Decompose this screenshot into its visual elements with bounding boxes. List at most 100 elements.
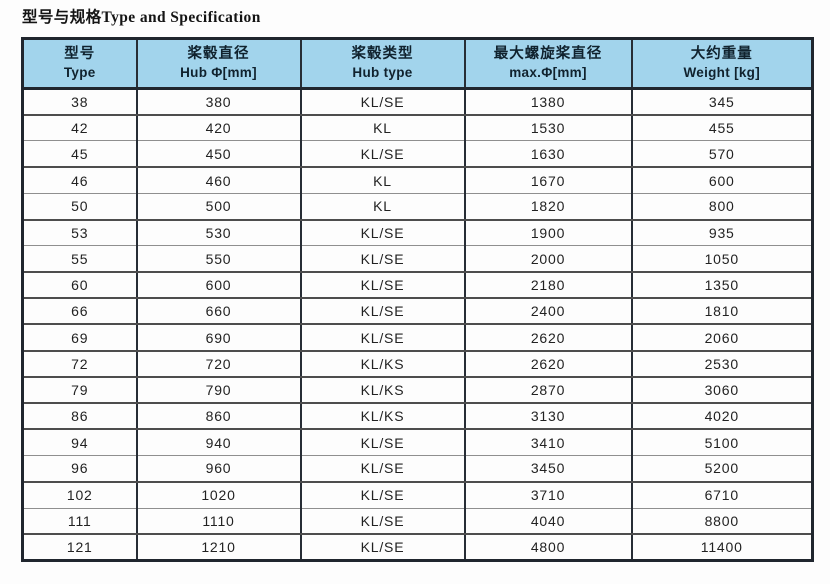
cell-type: 46 (21, 167, 138, 194)
table-row: 53 530 KL/SE 1900 935 (21, 219, 814, 247)
table-row: 38 380 KL/SE 1380 345 (21, 88, 814, 116)
column-header-hub-diameter-en: Hub Φ[mm] (180, 65, 257, 81)
cell-hub-type: KL/SE (299, 455, 466, 483)
table-header: 型号 Type 桨毂直径 Hub Φ[mm] 桨毂类型 Hub type 最大螺… (21, 37, 814, 90)
cell-weight: 11400 (630, 534, 814, 563)
cell-weight: 800 (630, 193, 814, 221)
table-row: 72 720 KL/KS 2620 2530 (21, 350, 814, 378)
column-header-weight: 大约重量 Weight [kg] (630, 37, 814, 90)
cell-max-diameter: 1900 (463, 219, 633, 247)
cell-hub-type: KL/SE (299, 429, 466, 457)
table-row: 111 1110 KL/SE 4040 8800 (21, 508, 814, 536)
column-header-weight-zh: 大约重量 (690, 45, 753, 62)
column-header-type: 型号 Type (21, 37, 138, 90)
cell-hub-type: KL/SE (299, 272, 466, 300)
cell-weight: 1810 (630, 298, 814, 326)
table-row: 50 500 KL 1820 800 (21, 193, 814, 221)
cell-weight: 455 (630, 114, 814, 142)
table-row: 46 460 KL 1670 600 (21, 167, 814, 194)
column-header-max-diameter: 最大螺旋桨直径 max.Φ[mm] (463, 37, 633, 90)
cell-hub-type: KL/KS (299, 403, 466, 431)
table-row: 42 420 KL 1530 455 (21, 114, 814, 142)
column-header-weight-en: Weight [kg] (683, 65, 761, 81)
cell-type: 60 (21, 272, 138, 300)
cell-hub-diameter: 960 (135, 455, 302, 483)
cell-hub-type: KL/SE (299, 324, 466, 352)
cell-hub-diameter: 600 (135, 272, 302, 300)
cell-weight: 1050 (630, 245, 814, 274)
cell-hub-type: KL/SE (299, 508, 466, 536)
cell-type: 66 (21, 298, 138, 326)
cell-weight: 935 (630, 219, 814, 247)
cell-hub-diameter: 1020 (135, 481, 302, 509)
page-title: 型号与规格Type and Specification (22, 9, 261, 26)
cell-max-diameter: 1670 (463, 167, 633, 194)
cell-max-diameter: 2620 (463, 324, 633, 352)
cell-type: 42 (21, 114, 138, 142)
cell-max-diameter: 1380 (463, 88, 633, 116)
cell-hub-type: KL/SE (299, 219, 466, 247)
cell-weight: 600 (630, 167, 814, 194)
cell-type: 79 (21, 376, 138, 405)
cell-type: 96 (21, 455, 138, 483)
cell-max-diameter: 1630 (463, 140, 633, 169)
cell-hub-diameter: 940 (135, 429, 302, 457)
table-row: 121 1210 KL/SE 4800 11400 (21, 534, 814, 563)
cell-type: 55 (21, 245, 138, 274)
cell-weight: 2530 (630, 350, 814, 378)
table-row: 102 1020 KL/SE 3710 6710 (21, 481, 814, 509)
cell-type: 50 (21, 193, 138, 221)
column-header-hub-diameter: 桨毂直径 Hub Φ[mm] (135, 37, 302, 90)
table-row: 86 860 KL/KS 3130 4020 (21, 403, 814, 431)
cell-type: 38 (21, 88, 138, 116)
column-header-hub-type-zh: 桨毂类型 (351, 45, 414, 62)
cell-weight: 570 (630, 140, 814, 169)
cell-hub-diameter: 460 (135, 167, 302, 194)
cell-type: 53 (21, 219, 138, 247)
column-header-hub-diameter-zh: 桨毂直径 (187, 45, 250, 62)
cell-weight: 3060 (630, 376, 814, 405)
cell-weight: 5100 (630, 429, 814, 457)
cell-hub-type: KL/KS (299, 376, 466, 405)
table-row: 45 450 KL/SE 1630 570 (21, 140, 814, 169)
cell-type: 45 (21, 140, 138, 169)
table-row: 96 960 KL/SE 3450 5200 (21, 455, 814, 483)
cell-hub-type: KL/SE (299, 481, 466, 509)
table-body: 38 380 KL/SE 1380 345 42 420 KL 1530 455… (21, 88, 814, 563)
cell-hub-diameter: 450 (135, 140, 302, 169)
column-header-hub-type-en: Hub type (352, 65, 413, 81)
cell-hub-type: KL (299, 114, 466, 142)
table-row: 60 600 KL/SE 2180 1350 (21, 272, 814, 300)
cell-type: 111 (21, 508, 138, 536)
cell-max-diameter: 4040 (463, 508, 633, 536)
header-row: 型号 Type 桨毂直径 Hub Φ[mm] 桨毂类型 Hub type 最大螺… (21, 37, 814, 90)
cell-hub-type: KL/SE (299, 140, 466, 169)
cell-hub-diameter: 720 (135, 350, 302, 378)
cell-type: 69 (21, 324, 138, 352)
table-row: 66 660 KL/SE 2400 1810 (21, 298, 814, 326)
cell-weight: 8800 (630, 508, 814, 536)
cell-weight: 6710 (630, 481, 814, 509)
cell-max-diameter: 1530 (463, 114, 633, 142)
cell-hub-diameter: 790 (135, 376, 302, 405)
column-header-max-diameter-zh: 最大螺旋桨直径 (493, 45, 603, 62)
cell-hub-diameter: 530 (135, 219, 302, 247)
cell-weight: 345 (630, 88, 814, 116)
cell-hub-diameter: 690 (135, 324, 302, 352)
table-row: 55 550 KL/SE 2000 1050 (21, 245, 814, 274)
cell-type: 86 (21, 403, 138, 431)
cell-hub-type: KL/SE (299, 298, 466, 326)
cell-max-diameter: 2870 (463, 376, 633, 405)
cell-weight: 5200 (630, 455, 814, 483)
cell-weight: 2060 (630, 324, 814, 352)
column-header-hub-type: 桨毂类型 Hub type (299, 37, 466, 90)
spec-table: 型号 Type 桨毂直径 Hub Φ[mm] 桨毂类型 Hub type 最大螺… (21, 37, 814, 563)
cell-weight: 1350 (630, 272, 814, 300)
cell-type: 121 (21, 534, 138, 563)
cell-hub-type: KL/SE (299, 534, 466, 563)
cell-weight: 4020 (630, 403, 814, 431)
table-row: 94 940 KL/SE 3410 5100 (21, 429, 814, 457)
cell-hub-diameter: 380 (135, 88, 302, 116)
cell-hub-type: KL (299, 167, 466, 194)
cell-max-diameter: 1820 (463, 193, 633, 221)
